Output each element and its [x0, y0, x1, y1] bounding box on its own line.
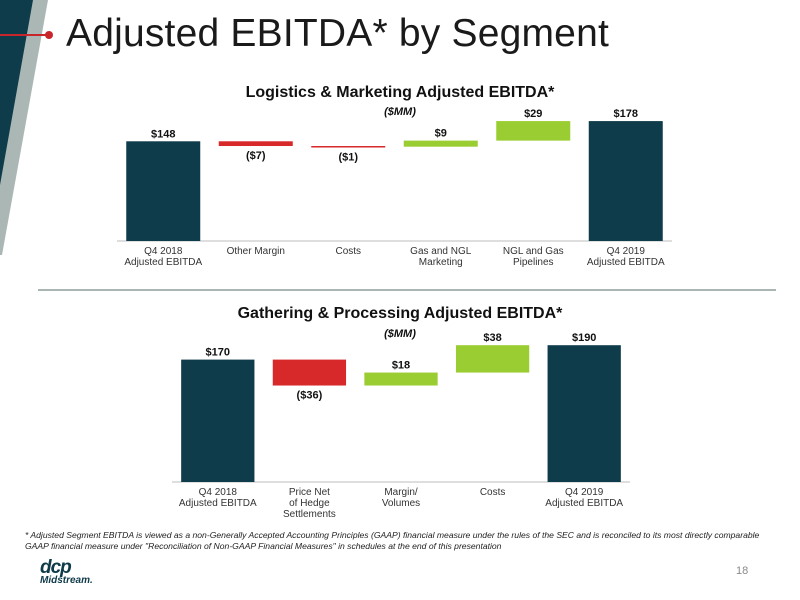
data-label: ($36) [297, 390, 323, 402]
category-label: Costs [335, 246, 361, 257]
waterfall-bar [272, 359, 347, 386]
category-label: Adjusted EBITDA [179, 498, 257, 509]
category-label: Settlements [283, 509, 336, 520]
data-label: $170 [206, 347, 230, 359]
category-label: Q4 2018 [199, 487, 238, 498]
waterfall-bar [218, 141, 293, 147]
page-number: 18 [736, 565, 749, 577]
waterfall-bar [126, 141, 201, 241]
category-label: Other Margin [227, 246, 285, 257]
title-accent-line [0, 34, 48, 36]
waterfall-bar [311, 146, 386, 148]
waterfall-bar [364, 372, 438, 386]
category-label: Adjusted EBITDA [545, 498, 623, 509]
category-label: Q4 2018 [144, 246, 183, 257]
category-label: Pipelines [513, 257, 554, 268]
data-label: $38 [483, 332, 501, 344]
waterfall-bar [403, 140, 478, 147]
category-label: Price Net [289, 487, 330, 498]
data-label: $148 [151, 128, 175, 140]
category-label: Volumes [382, 498, 420, 509]
category-label: Gas and NGL [410, 246, 472, 257]
category-label: Marketing [419, 257, 463, 268]
section-divider [38, 289, 776, 291]
data-label: ($7) [246, 150, 266, 162]
page-title: Adjusted EBITDA* by Segment [66, 12, 610, 55]
chart-title-gathering: Gathering & Processing Adjusted EBITDA* [237, 305, 563, 322]
chart-title-logistics: Logistics & Marketing Adjusted EBITDA* [245, 84, 555, 101]
category-label: of Hedge [289, 498, 330, 509]
logo-mark: dcp [40, 557, 72, 578]
waterfall-bar [455, 345, 530, 373]
company-logo: dcp Midstream. [40, 557, 100, 586]
waterfall-bar [588, 121, 663, 241]
waterfall-bar [547, 345, 621, 482]
category-label: Q4 2019 [565, 487, 604, 498]
logo-wordmark: Midstream. [40, 575, 93, 586]
data-label: ($1) [338, 152, 358, 164]
category-label: Adjusted EBITDA [587, 257, 665, 268]
data-label: $18 [392, 360, 410, 372]
chart-subtitle-gathering: ($MM) [384, 328, 416, 340]
category-label: Margin/ [384, 487, 418, 498]
chart-subtitle-logistics: ($MM) [384, 106, 416, 118]
data-label: $29 [524, 108, 542, 120]
category-label: Q4 2019 [607, 246, 646, 257]
category-label: Costs [480, 487, 506, 498]
data-label: $190 [572, 332, 596, 344]
category-label: Adjusted EBITDA [124, 257, 202, 268]
slide-corner-decoration [0, 0, 48, 255]
title-accent-dot [45, 31, 53, 39]
footnote: * Adjusted Segment EBITDA is viewed as a… [25, 530, 760, 551]
waterfall-bar [496, 121, 571, 141]
waterfall-bar [181, 359, 255, 482]
data-label: $9 [435, 128, 447, 140]
category-label: NGL and Gas [503, 246, 564, 257]
data-label: $178 [614, 108, 638, 120]
